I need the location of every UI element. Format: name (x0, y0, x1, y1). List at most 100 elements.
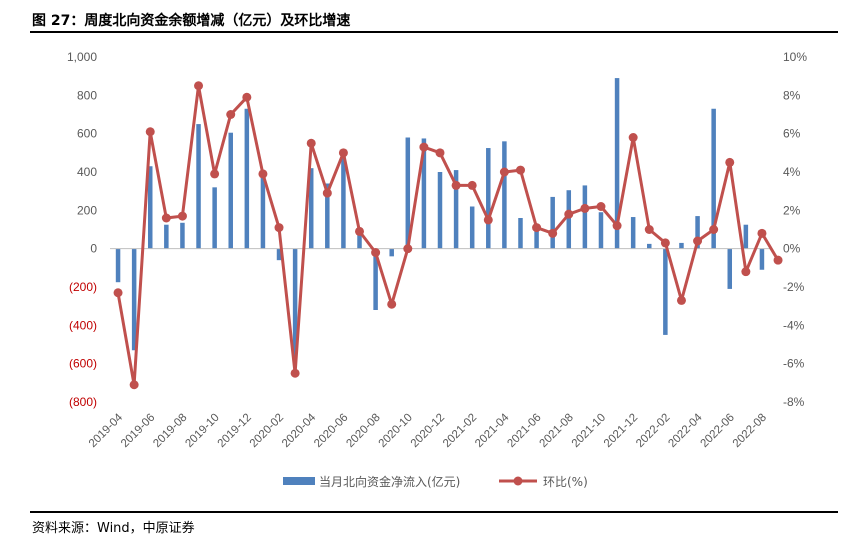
right-y-tick-label: -2% (783, 280, 805, 294)
bar (341, 149, 346, 249)
line-marker (467, 180, 477, 190)
bar (131, 248, 137, 351)
line-marker (564, 209, 574, 219)
x-tick-label: 2020-08 (344, 412, 382, 450)
line-marker (580, 203, 590, 213)
bar (614, 78, 620, 249)
line-marker (129, 380, 139, 390)
series-line (116, 84, 780, 387)
x-tick-label: 2019-12 (216, 412, 254, 450)
left-y-tick-label: 0 (90, 242, 97, 256)
right-y-tick-label: 6% (783, 127, 801, 141)
right-y-axis: -8% -6% -4% -2% 0% 2% 4% 6% 8% 10% (783, 50, 807, 409)
bar (180, 222, 185, 249)
bar (663, 248, 668, 335)
line-marker (242, 92, 252, 102)
bar (196, 124, 201, 249)
source-note: 资料来源：Wind，中原证券 (32, 521, 195, 536)
legend-bar-label: 当月北向资金净流入(亿元) (319, 474, 460, 489)
left-y-tick-label: (400) (69, 318, 97, 332)
line-marker (371, 248, 381, 257)
right-y-tick-label: -8% (783, 395, 805, 409)
bar (373, 248, 378, 310)
line-marker (435, 148, 445, 158)
line-marker (161, 213, 171, 223)
x-tick-label: 2020-12 (409, 412, 447, 450)
bar (711, 108, 716, 249)
x-tick-label: 2020-06 (312, 412, 350, 450)
line-marker (709, 225, 719, 234)
line-marker (451, 180, 461, 190)
line-marker (177, 211, 187, 221)
left-y-tick-label: 200 (77, 203, 97, 217)
bar (695, 216, 700, 249)
x-tick-label: 2021-12 (602, 412, 640, 450)
line-marker (548, 228, 558, 238)
bar (389, 248, 394, 257)
x-tick-label: 2022-02 (634, 412, 672, 450)
x-tick-label: 2021-04 (473, 411, 512, 450)
legend-line-marker (513, 476, 523, 486)
line-marker (322, 188, 332, 198)
x-tick-label: 2020-10 (377, 412, 415, 450)
legend-line-label: 环比(%) (543, 475, 588, 489)
bar (679, 242, 684, 249)
bar (212, 187, 217, 249)
x-tick-label: 2021-06 (505, 412, 543, 450)
bar (325, 183, 330, 249)
bar (147, 166, 153, 249)
bar (276, 248, 282, 261)
line-marker (194, 81, 204, 91)
x-tick-label: 2019-08 (151, 412, 189, 450)
footer-rule (30, 511, 838, 513)
line-marker (773, 255, 783, 265)
line-marker (515, 165, 525, 175)
title-underline (30, 31, 838, 33)
right-y-tick-label: 8% (783, 88, 801, 102)
bar-series (115, 78, 765, 360)
x-tick-label: 2019-10 (183, 412, 221, 450)
bar (437, 172, 443, 249)
line-marker (483, 215, 493, 225)
bar (469, 206, 475, 249)
bar (727, 248, 733, 289)
bar (421, 138, 427, 249)
line-marker (741, 267, 751, 277)
line-marker (403, 244, 413, 254)
bar (357, 227, 362, 249)
line-marker (660, 238, 670, 248)
line-marker (290, 368, 300, 378)
line-marker (532, 223, 542, 233)
legend-bar-swatch (283, 477, 315, 485)
line-marker (210, 169, 220, 179)
line-marker (274, 223, 284, 233)
line-marker (387, 299, 397, 309)
line-marker (725, 157, 735, 167)
bar (759, 248, 765, 270)
bar (244, 108, 250, 249)
bar (405, 137, 411, 249)
left-y-tick-label: 1,000 (67, 50, 97, 64)
right-y-tick-label: -6% (783, 357, 805, 371)
bar (743, 224, 749, 249)
line-marker (612, 221, 622, 231)
left-y-tick-label: (200) (69, 280, 97, 294)
x-tick-label: 2021-10 (570, 412, 608, 450)
line-marker (306, 138, 316, 148)
line-marker (499, 167, 509, 177)
x-tick-label: 2021-02 (441, 412, 479, 450)
x-tick-label: 2022-06 (699, 412, 737, 450)
x-tick-label: 2022-04 (666, 411, 705, 450)
left-y-tick-label: 600 (77, 127, 97, 141)
line-marker (258, 169, 268, 179)
line-marker (338, 148, 348, 158)
x-tick-label: 2019-06 (119, 412, 157, 450)
bar (518, 218, 523, 249)
right-y-tick-label: 2% (783, 203, 801, 217)
bar (598, 212, 604, 249)
legend: 当月北向资金净流入(亿元) 环比(%) (283, 474, 588, 489)
line-marker (693, 236, 703, 246)
x-tick-label: 2021-08 (538, 412, 576, 450)
bar (164, 224, 169, 249)
line-marker (419, 142, 429, 152)
